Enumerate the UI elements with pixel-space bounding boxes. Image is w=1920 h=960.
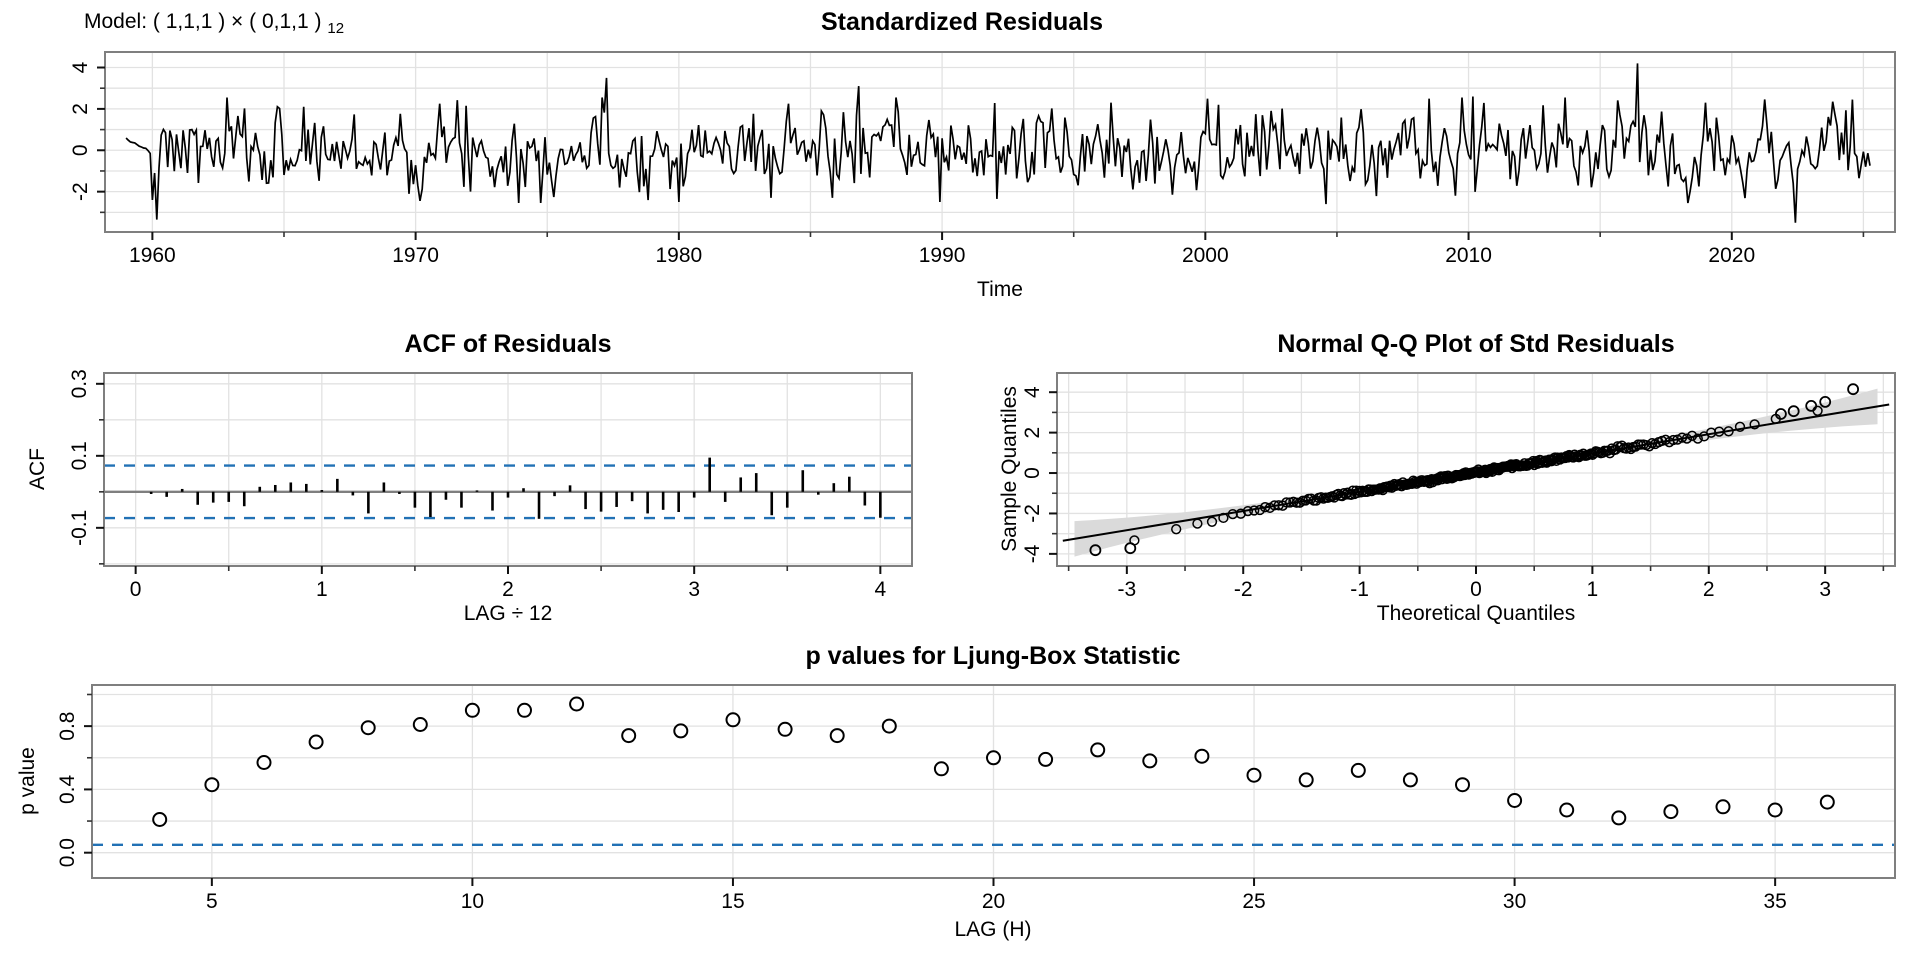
svg-text:1960: 1960 [129,244,176,267]
svg-text:0: 0 [1021,467,1044,479]
svg-text:2: 2 [502,578,514,601]
svg-text:5: 5 [206,890,218,913]
svg-text:0.8: 0.8 [56,712,79,741]
ljung-title: p values for Ljung-Box Statistic [805,642,1181,670]
residuals-title: Standardized Residuals [820,8,1104,36]
svg-text:4: 4 [69,61,92,73]
svg-text:1990: 1990 [919,244,966,267]
svg-text:1: 1 [1587,578,1599,601]
svg-text:2: 2 [1021,427,1044,439]
svg-text:0: 0 [69,144,92,156]
svg-text:10: 10 [461,890,484,913]
svg-text:-3: -3 [1117,578,1136,601]
qq-x-axis-label: Theoretical Quantiles [1376,602,1576,625]
svg-text:0.4: 0.4 [56,774,79,804]
svg-text:-2: -2 [1021,504,1044,523]
svg-text:4: 4 [875,578,887,601]
svg-text:0.3: 0.3 [68,369,91,398]
acf-x-axis-label: LAG ÷ 12 [463,602,553,625]
svg-text:3: 3 [688,578,700,601]
model-label-subscript: 12 [327,20,345,38]
qq-y-axis-label: Sample Quantiles [998,386,1021,552]
svg-text:25: 25 [1242,890,1265,913]
svg-text:2020: 2020 [1708,244,1755,267]
svg-text:0.0: 0.0 [56,838,79,867]
svg-text:-0.1: -0.1 [68,510,91,546]
svg-text:15: 15 [721,890,744,913]
acf-title: ACF of Residuals [404,330,612,358]
svg-text:30: 30 [1503,890,1526,913]
svg-text:-2: -2 [1234,578,1253,601]
svg-text:-1: -1 [1350,578,1369,601]
svg-text:-2: -2 [69,182,92,201]
svg-text:2: 2 [69,103,92,115]
svg-text:2000: 2000 [1182,244,1229,267]
svg-text:1: 1 [316,578,328,601]
svg-text:35: 35 [1763,890,1786,913]
model-label-text: Model: ( 1,1,1 ) × ( 0,1,1 ) [84,10,322,33]
qq-title: Normal Q-Q Plot of Std Residuals [1277,330,1675,358]
svg-text:0.1: 0.1 [68,441,91,470]
svg-text:20: 20 [982,890,1005,913]
svg-text:4: 4 [1021,386,1044,398]
ljung-x-axis-label: LAG (H) [954,918,1032,941]
svg-text:-4: -4 [1021,544,1044,563]
svg-text:1980: 1980 [655,244,702,267]
ljung-y-axis-label: p value [16,747,39,815]
svg-text:2: 2 [1703,578,1715,601]
acf-y-axis-label: ACF [26,448,49,490]
svg-text:0: 0 [130,578,142,601]
svg-text:0: 0 [1470,578,1482,601]
model-label: Model: ( 1,1,1 ) × ( 0,1,1 ) 12 [84,10,344,37]
svg-text:2010: 2010 [1445,244,1492,267]
svg-text:1970: 1970 [392,244,439,267]
svg-text:3: 3 [1819,578,1831,601]
time-axis-label: Time [977,278,1023,301]
